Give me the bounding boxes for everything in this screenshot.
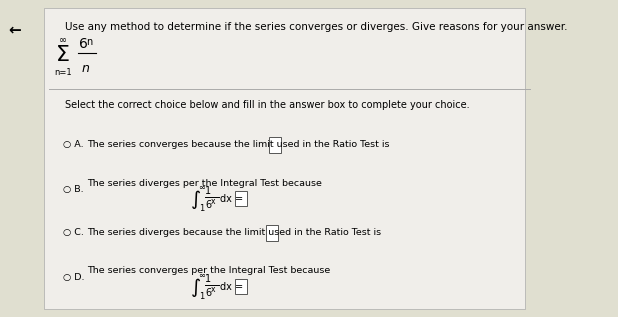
FancyBboxPatch shape [269, 138, 281, 153]
FancyBboxPatch shape [235, 191, 247, 206]
Text: ∞: ∞ [59, 35, 67, 45]
Text: ←: ← [9, 22, 21, 37]
Text: n: n [82, 62, 89, 75]
Text: 6: 6 [205, 200, 211, 210]
Text: 1: 1 [199, 204, 205, 213]
Text: x: x [211, 285, 215, 294]
Text: ∫: ∫ [191, 190, 201, 209]
FancyBboxPatch shape [44, 8, 525, 309]
Text: dx =: dx = [221, 282, 243, 292]
Text: Σ: Σ [56, 45, 70, 65]
Text: 6: 6 [79, 37, 88, 51]
Text: 1: 1 [205, 186, 211, 197]
Text: ○ B.: ○ B. [63, 185, 83, 194]
Text: 1: 1 [199, 292, 205, 301]
Text: The series diverges because the limit used in the Ratio Test is: The series diverges because the limit us… [87, 228, 381, 237]
FancyBboxPatch shape [266, 225, 278, 241]
FancyBboxPatch shape [235, 279, 247, 294]
Text: 1: 1 [205, 275, 211, 284]
Text: 6: 6 [205, 288, 211, 298]
Text: Use any method to determine if the series converges or diverges. Give reasons fo: Use any method to determine if the serie… [66, 22, 568, 32]
Text: The series converges because the limit used in the Ratio Test is: The series converges because the limit u… [87, 140, 389, 149]
Text: ∞: ∞ [198, 271, 205, 280]
Text: ∞: ∞ [198, 183, 205, 192]
Text: n=1: n=1 [54, 68, 72, 77]
Text: The series diverges per the Integral Test because: The series diverges per the Integral Tes… [87, 178, 322, 188]
Text: ∫: ∫ [191, 278, 201, 297]
Text: Select the correct choice below and fill in the answer box to complete your choi: Select the correct choice below and fill… [66, 100, 470, 110]
Text: ○ C.: ○ C. [63, 228, 83, 237]
Text: ○ A.: ○ A. [63, 140, 83, 149]
Text: The series converges per the Integral Test because: The series converges per the Integral Te… [87, 267, 330, 275]
Text: ○ D.: ○ D. [63, 273, 84, 282]
Text: n: n [86, 37, 92, 47]
Text: x: x [211, 197, 215, 206]
Text: dx =: dx = [221, 194, 243, 204]
